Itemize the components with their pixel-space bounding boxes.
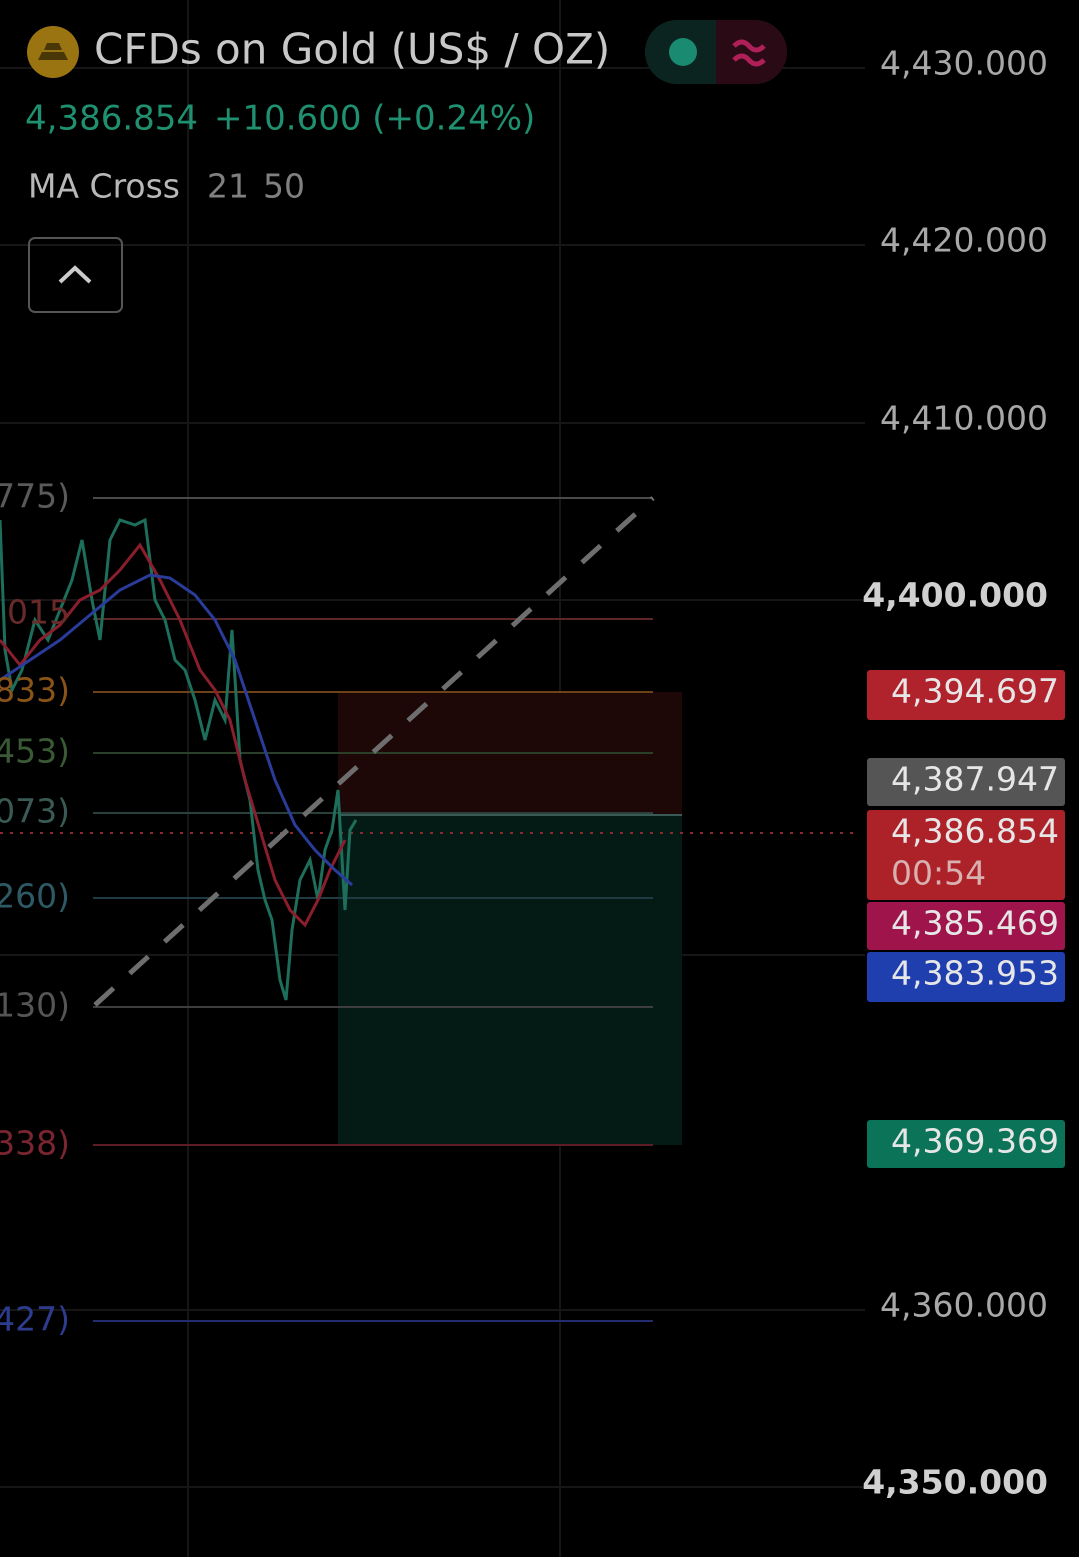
price-tag	[867, 902, 1065, 950]
price-axis-label: 4,360.000	[880, 1286, 1048, 1325]
indicator-param: 21	[207, 167, 249, 206]
price-change: +10.600 (+0.24%)	[214, 99, 535, 139]
price-tag-label: 4,386.854	[891, 812, 1059, 851]
price-tag	[867, 670, 1065, 720]
price-axis-label: 4,350.000	[862, 1463, 1048, 1502]
fib-label: 015	[7, 593, 70, 632]
gold-icon-bars	[38, 43, 68, 60]
price-tag-label: 4,385.469	[891, 904, 1059, 943]
symbol-title: CFDs on Gold (US$ / OZ)	[94, 25, 610, 74]
fib-label: 453)	[0, 732, 70, 771]
price-axis-label: 4,420.000	[880, 221, 1048, 260]
price-tag	[867, 952, 1065, 1002]
indicator-param: 50	[263, 167, 305, 206]
price-tag	[867, 810, 1065, 900]
ma-slow	[0, 573, 353, 887]
price-tag-label: 4,387.947	[891, 760, 1059, 799]
fib-label: 775)	[0, 477, 70, 516]
fib-label: 338)	[0, 1124, 70, 1163]
fib-label: 073)	[0, 792, 70, 831]
price-tag	[867, 1120, 1065, 1168]
last-price: 4,386.854	[25, 99, 198, 139]
price-tag-label: 4,369.369	[891, 1122, 1059, 1161]
fib-label: 427)	[0, 1300, 70, 1339]
indicator-name: MA Cross	[28, 167, 180, 206]
button-frame	[28, 237, 123, 313]
status-dot	[669, 38, 697, 66]
grid	[0, 0, 865, 1557]
bar-countdown: 00:54	[891, 854, 986, 893]
fib-label: 260)	[0, 877, 70, 916]
price-axis-label: 4,410.000	[880, 399, 1048, 438]
wave-icon	[732, 39, 766, 67]
toggle-right	[716, 20, 787, 84]
target-zone	[338, 815, 682, 1145]
price-tag-label: 4,383.953	[891, 954, 1059, 993]
price-candles	[0, 517, 358, 1001]
price-tag	[867, 758, 1065, 806]
chevron-up	[58, 265, 92, 284]
price-tag-label: 4,394.697	[891, 672, 1059, 711]
fib-label: 833)	[0, 671, 70, 710]
ma-fast	[0, 542, 347, 928]
status-toggle[interactable]	[645, 20, 787, 84]
price-axis-label: 4,430.000	[880, 44, 1048, 83]
price-axis-label: 4,400.000	[862, 576, 1048, 615]
trend-line	[93, 496, 655, 1007]
fib-label: 130)	[0, 986, 70, 1025]
fib-levels	[93, 497, 653, 1322]
collapse-button[interactable]	[28, 237, 123, 313]
